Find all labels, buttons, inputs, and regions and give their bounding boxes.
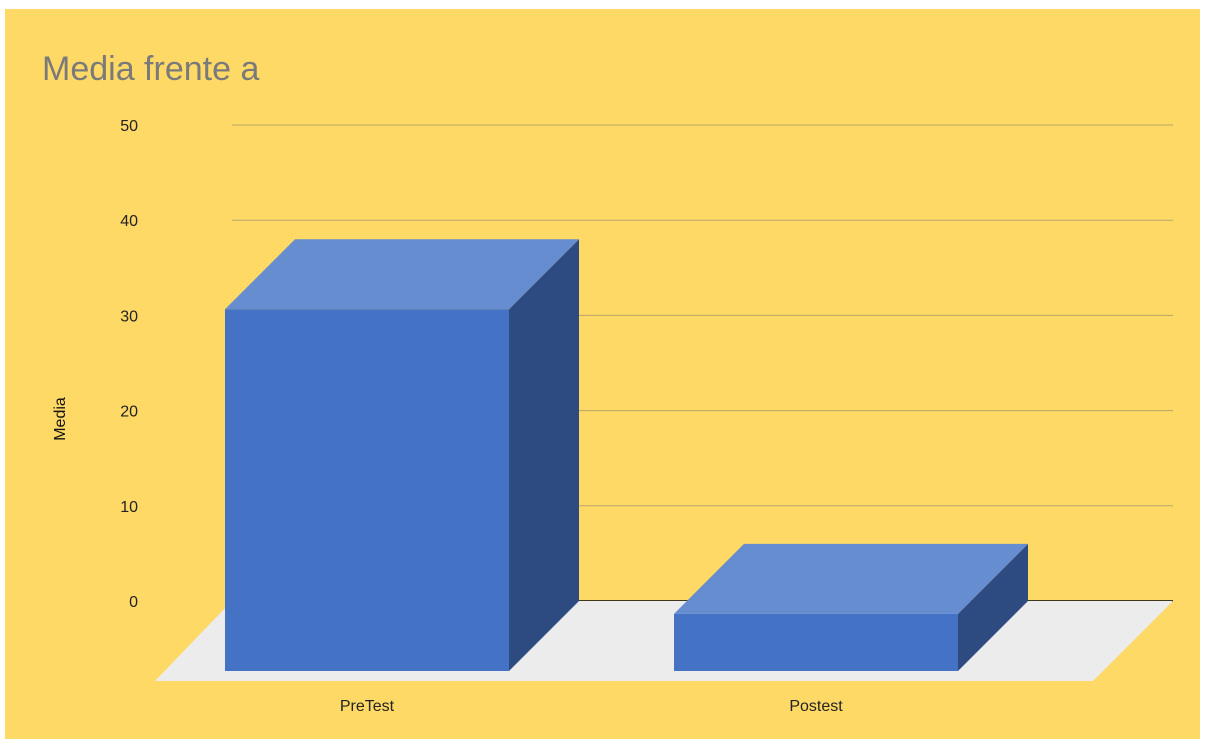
- chart-card: Media frente a Media 0 10 20 30 40 50 PreTest…: [5, 9, 1200, 739]
- x-category-label: Postest: [789, 698, 843, 715]
- y-tick-label: 50: [120, 118, 138, 135]
- bar-front: [674, 613, 958, 671]
- bar-PreTest: [225, 239, 579, 672]
- y-tick-label: 30: [120, 308, 138, 325]
- y-tick-labels: 0 10 20 30 40 50: [120, 118, 138, 611]
- bar-front: [225, 309, 509, 671]
- bar-chart: Media frente a Media 0 10 20 30 40 50 PreTest…: [5, 9, 1200, 739]
- bar-top: [674, 543, 1028, 614]
- chart-title: Media frente a: [42, 50, 259, 88]
- bar-side: [958, 543, 1028, 671]
- bars: [225, 239, 1028, 672]
- bar-Postest: [674, 543, 1028, 671]
- y-tick-label: 0: [129, 594, 138, 611]
- y-tick-label: 40: [120, 213, 138, 230]
- bar-side: [509, 239, 579, 672]
- x-category-labels: PreTest Postest: [340, 698, 843, 715]
- x-category-label: PreTest: [340, 698, 395, 715]
- y-tick-label: 20: [120, 404, 138, 421]
- bar-top: [225, 239, 579, 310]
- y-axis-title: Media: [52, 397, 69, 441]
- y-tick-label: 10: [120, 499, 138, 516]
